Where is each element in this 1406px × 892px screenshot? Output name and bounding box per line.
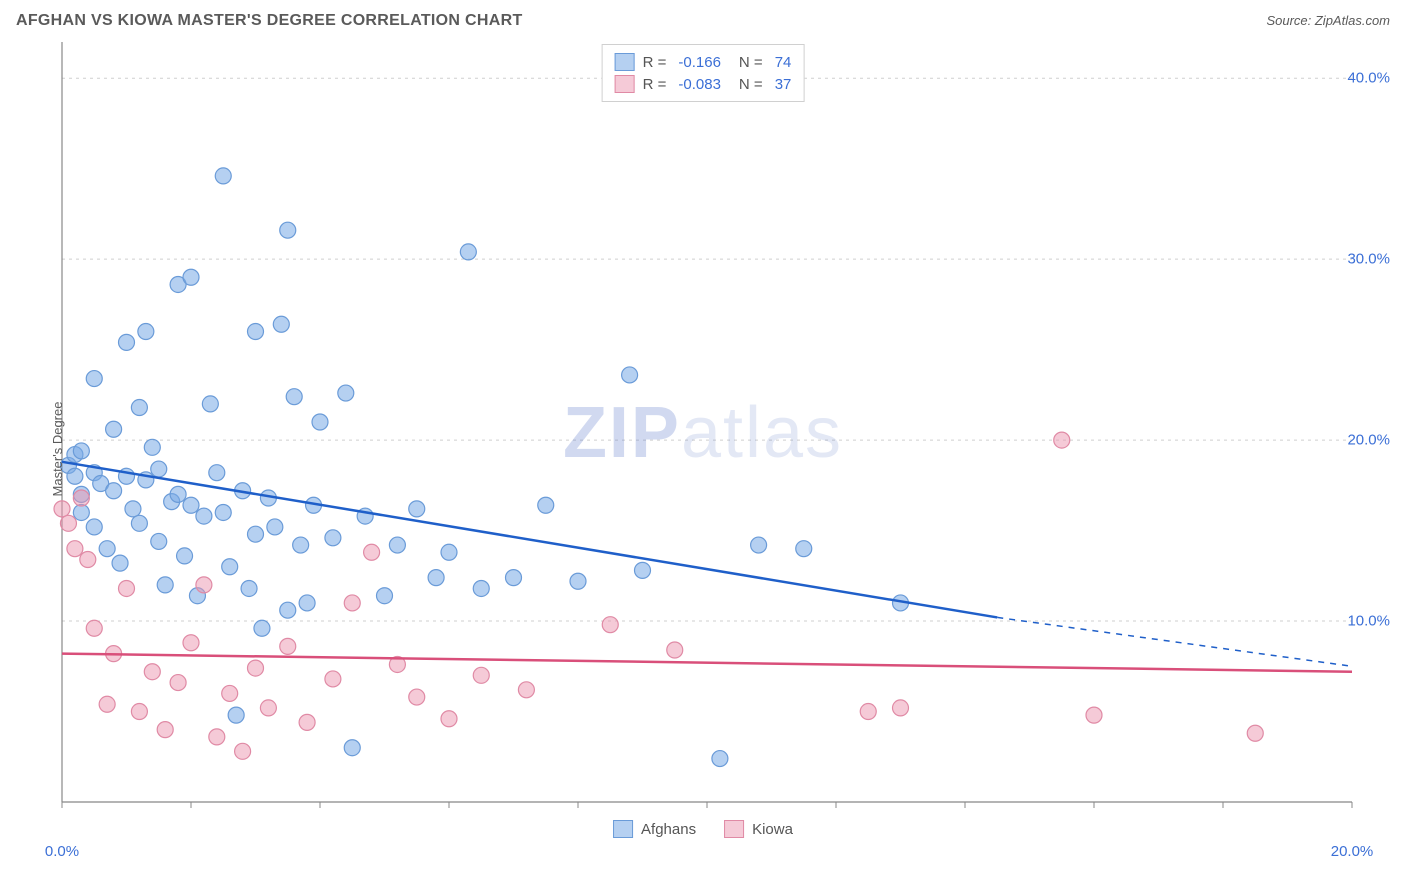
x-tick-label: 0.0%	[45, 843, 79, 860]
legend-series-item: Kiowa	[724, 820, 793, 838]
chart-container: Master's Degree ZIPatlas R = -0.166 N =7…	[12, 38, 1394, 860]
legend-series: Afghans Kiowa	[613, 820, 793, 838]
x-tick-label: 20.0%	[1331, 843, 1374, 860]
legend-swatch	[615, 75, 635, 93]
legend-swatch	[613, 820, 633, 838]
scatter-chart	[12, 38, 1394, 860]
chart-header: AFGHAN VS KIOWA MASTER'S DEGREE CORRELAT…	[12, 12, 1394, 38]
chart-title: AFGHAN VS KIOWA MASTER'S DEGREE CORRELAT…	[16, 12, 523, 30]
y-tick-label: 10.0%	[1347, 613, 1390, 630]
legend-stats: R = -0.166 N =74 R =-0.083 N =37	[602, 44, 805, 102]
y-tick-label: 30.0%	[1347, 251, 1390, 268]
y-axis-label: Master's Degree	[50, 402, 65, 497]
chart-source: Source: ZipAtlas.com	[1266, 13, 1390, 28]
legend-swatch	[615, 53, 635, 71]
legend-swatch	[724, 820, 744, 838]
legend-stat-row: R = -0.166 N =74	[615, 51, 792, 73]
legend-series-item: Afghans	[613, 820, 696, 838]
y-tick-label: 20.0%	[1347, 432, 1390, 449]
legend-stat-row: R =-0.083 N =37	[615, 73, 792, 95]
y-tick-label: 40.0%	[1347, 70, 1390, 87]
